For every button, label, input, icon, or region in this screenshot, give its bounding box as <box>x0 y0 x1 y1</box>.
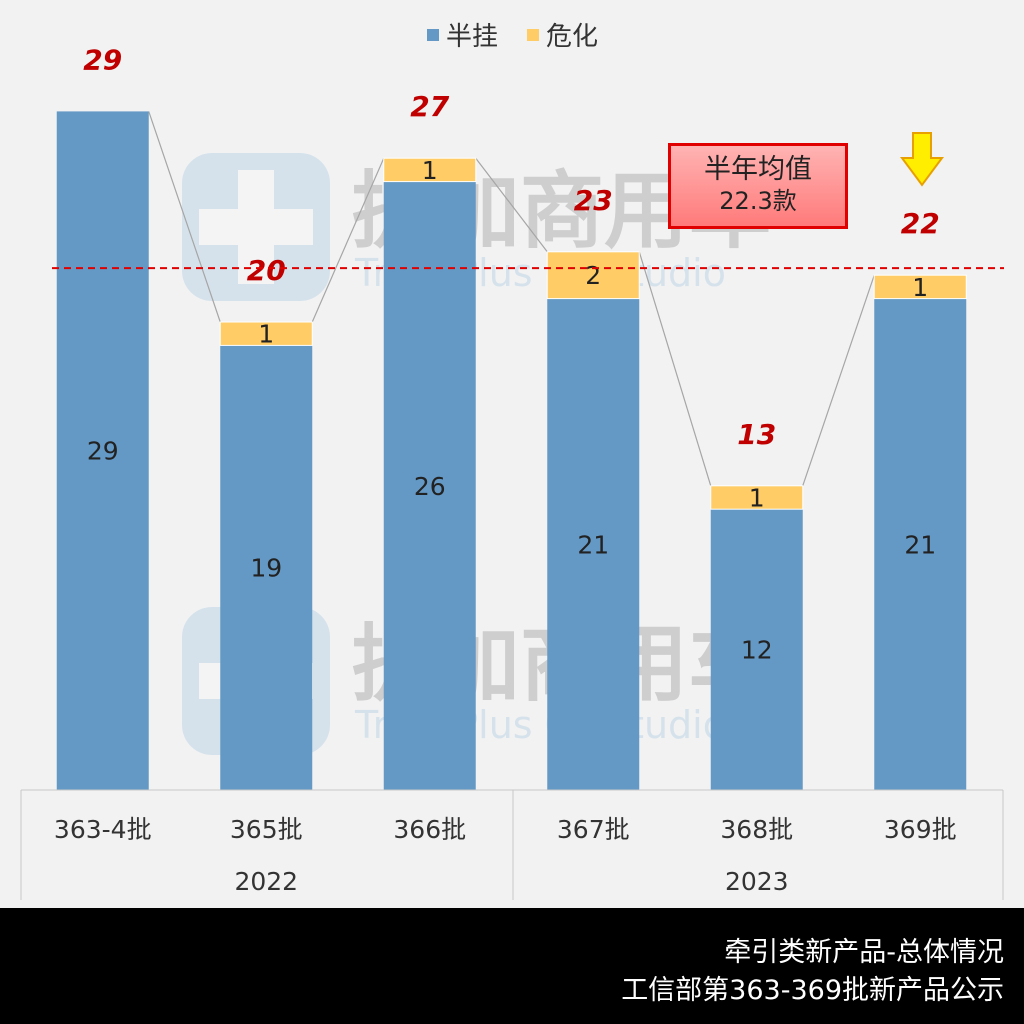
connector-line <box>802 275 875 486</box>
group-label: 2022 <box>234 867 298 896</box>
group-label: 2023 <box>725 867 789 896</box>
footer: 牵引类新产品-总体情况 工信部第363-369批新产品公示 <box>0 908 1024 1024</box>
bar-segment-banjua <box>874 298 967 790</box>
bar-segment-banjua <box>710 509 803 790</box>
value-labels: 29 1 19 1 26 2 21 1 12 1 21 <box>87 156 936 665</box>
value-label-banjua: 26 <box>414 472 446 501</box>
value-label-weihua: 1 <box>749 484 765 513</box>
bar-segment-banjua <box>383 181 476 791</box>
connector-line <box>638 251 712 486</box>
category-axis: 363-4批 365批 366批 367批 368批 369批 2022 2023 <box>20 789 1004 900</box>
connector-line <box>475 157 548 253</box>
legend-label-weihua: 危化 <box>546 22 598 52</box>
connector-line <box>148 111 221 323</box>
value-label-weihua: 1 <box>258 320 274 349</box>
category-label: 369批 <box>884 815 957 844</box>
average-callout-value: 22.3款 <box>719 187 797 215</box>
total-label: 27 <box>410 90 449 123</box>
value-label-weihua: 2 <box>585 261 601 290</box>
legend-swatch-weihua <box>527 29 539 41</box>
total-label: 23 <box>574 184 613 217</box>
category-label: 368批 <box>720 815 793 844</box>
footer-line-1: 牵引类新产品-总体情况 <box>724 937 1004 968</box>
bar-segment-banjua <box>547 298 640 790</box>
bar-segment-weihua <box>383 157 477 183</box>
total-label: 22 <box>901 207 940 240</box>
category-label: 367批 <box>557 815 630 844</box>
down-arrow-icon <box>900 132 944 187</box>
bar-segment-banjua <box>56 111 149 790</box>
bar-segment-weihua <box>873 274 967 300</box>
value-label-weihua: 1 <box>912 273 928 302</box>
connector-line <box>311 157 385 323</box>
truckplus-logo-icon <box>182 153 330 301</box>
bar-segment-weihua <box>219 321 313 346</box>
legend: 半挂 危化 <box>427 22 598 52</box>
total-labels: 29 20 27 23 13 22 <box>83 43 939 450</box>
category-label: 365批 <box>230 815 303 844</box>
footer-line-2: 工信部第363-369批新产品公示 <box>621 975 1004 1006</box>
total-label: 20 <box>247 254 286 287</box>
value-label-banjua: 19 <box>250 554 282 583</box>
bar-segment-weihua <box>546 251 640 300</box>
value-label-banjua: 21 <box>577 530 609 559</box>
bar-segment-weihua <box>710 485 804 510</box>
bar-segment-banjua <box>220 345 313 790</box>
average-callout-title: 半年均值 <box>704 154 812 185</box>
total-label: 29 <box>83 43 122 76</box>
legend-label-banjua: 半挂 <box>446 22 498 52</box>
value-label-banjua: 21 <box>904 530 936 559</box>
category-label: 366批 <box>393 815 466 844</box>
bars <box>56 111 967 791</box>
value-label-weihua: 1 <box>422 156 438 185</box>
average-callout: 半年均值 22.3款 <box>668 143 848 229</box>
connector-lines <box>148 111 875 486</box>
category-label: 363-4批 <box>54 815 152 844</box>
value-label-banjua: 12 <box>741 636 773 665</box>
value-label-banjua: 29 <box>87 437 119 466</box>
legend-swatch-banjua <box>427 29 439 41</box>
total-label: 13 <box>737 418 776 451</box>
